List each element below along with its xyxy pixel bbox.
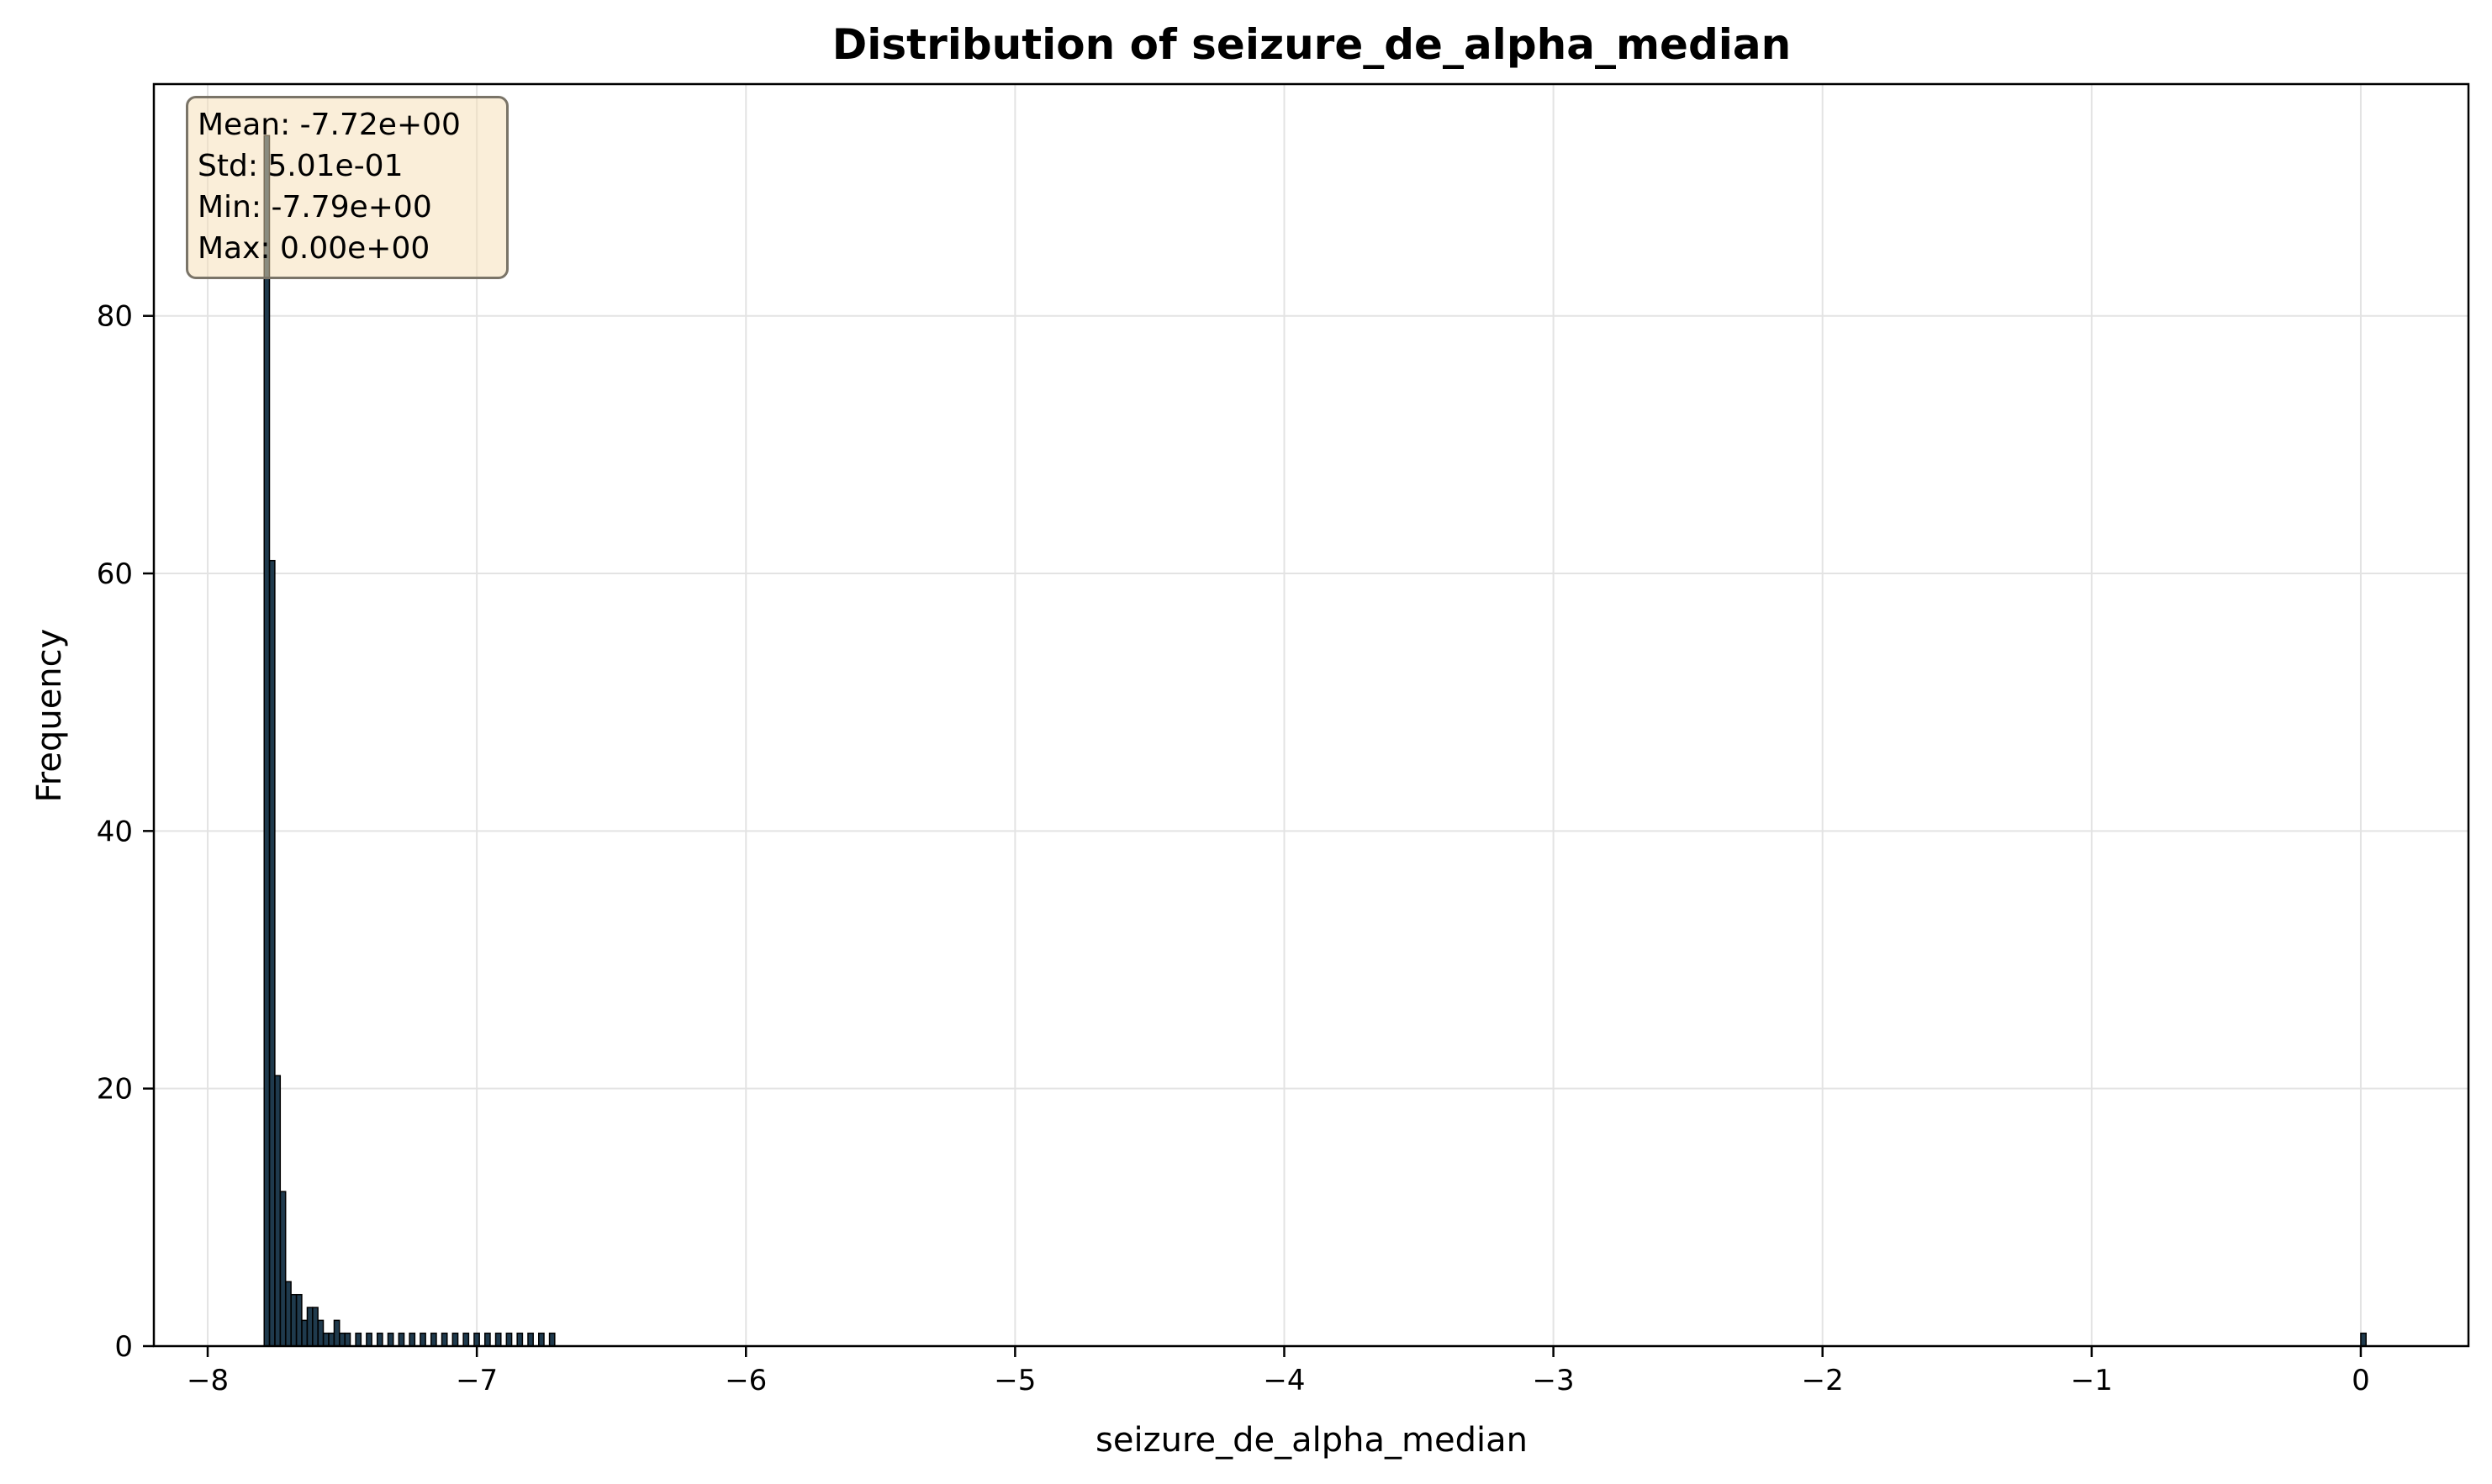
histogram-bar [295,1293,303,1347]
histogram-bar [473,1332,480,1347]
x-tick-label: −6 [725,1364,767,1397]
histogram-bar [290,1293,298,1347]
plot-frame [152,82,2470,1348]
histogram-bar [317,1319,325,1347]
histogram-bar [279,1191,287,1347]
histogram-bar [312,1307,319,1347]
histogram-bar [333,1319,341,1347]
histogram-bar [548,1332,556,1347]
histogram-bar [409,1332,416,1347]
y-tick-label: 20 [97,1073,133,1106]
histogram-bar [398,1332,405,1347]
stats-box: Mean: -7.72e+00 Std: 5.01e-01 Min: -7.79… [186,96,509,279]
histogram-bar [285,1281,292,1347]
histogram-bar [538,1332,545,1347]
histogram-bar [387,1332,394,1347]
histogram-bar [322,1332,330,1347]
x-tick-label: −5 [994,1364,1036,1397]
histogram-bar [505,1332,513,1347]
x-axis-ticks: −8 −7 −6 −5 −4 −3 −2 −1 0 [187,1346,2370,1397]
histogram-bar [462,1332,470,1347]
x-tick-label: −4 [1263,1364,1305,1397]
histogram-bar [339,1332,346,1347]
x-axis-title: seizure_de_alpha_median [1096,1421,1528,1460]
histogram-bar [344,1332,351,1347]
y-axis-ticks: 0 20 40 60 80 [97,300,154,1364]
histogram-bar [263,135,271,1347]
y-tick-label: 60 [97,557,133,591]
histogram-bar [483,1332,491,1347]
histogram-bar [441,1332,448,1347]
stats-std: Std: 5.01e-01 [198,149,404,183]
histogram-bar [420,1332,426,1347]
histogram-bar [527,1332,534,1347]
histogram-bar [301,1319,309,1347]
stats-mean: Mean: -7.72e+00 [198,108,461,142]
x-tick-label: −1 [2071,1364,2113,1397]
histogram-bar [355,1332,362,1347]
chart-title: Distribution of seizure_de_alpha_median [832,20,1791,69]
histogram-bar [430,1332,437,1347]
y-tick-label: 80 [97,300,133,334]
y-axis-title: Frequency [30,629,69,803]
x-tick-label: 0 [2352,1364,2370,1397]
stats-min: Min: -7.79e+00 [198,190,432,224]
histogram-bar [328,1332,335,1347]
y-tick-label: 40 [97,815,133,848]
x-tick-label: −8 [187,1364,229,1397]
histogram-bar [366,1332,372,1347]
x-tick-label: −7 [456,1364,498,1397]
y-tick-label: 0 [114,1330,133,1364]
histogram-bar [516,1332,524,1347]
histogram-bar [274,1075,282,1347]
stats-max: Max: 0.00e+00 [198,231,430,266]
histogram-bar [2360,1332,2367,1347]
histogram-bar [376,1332,383,1347]
histogram-bar [494,1332,502,1347]
x-tick-label: −2 [1802,1364,1844,1397]
histogram-bar [451,1332,459,1347]
histogram-bar [306,1307,314,1347]
x-tick-label: −3 [1533,1364,1575,1397]
histogram-bar [268,559,276,1347]
